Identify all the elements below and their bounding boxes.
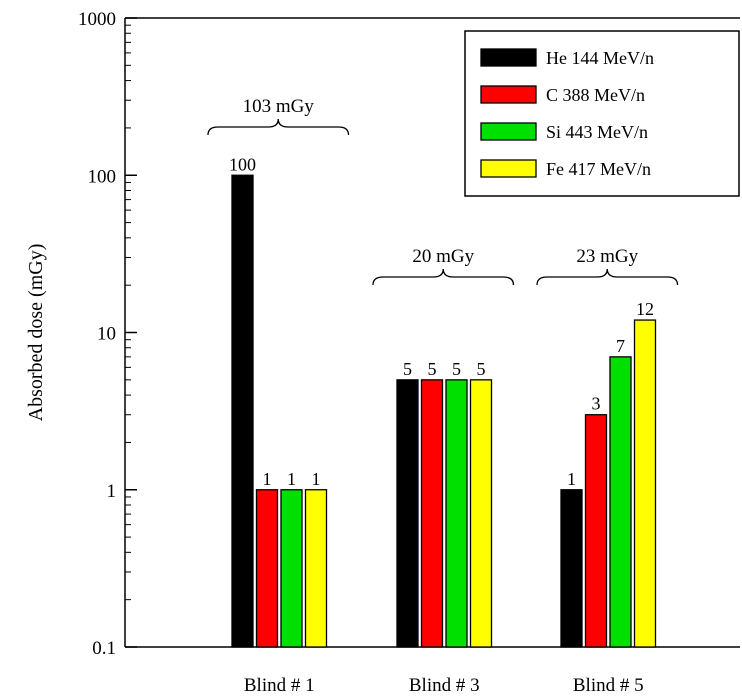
bar-value-label: 12: [636, 299, 654, 319]
group-brace: [536, 268, 679, 286]
bar-value-label: 100: [229, 154, 256, 174]
legend-swatch: [480, 122, 537, 141]
bar: [584, 414, 608, 648]
legend-label: C 388 MeV/n: [546, 85, 645, 105]
y-tick-label: 1: [107, 481, 117, 502]
bar-value-label: 3: [592, 394, 601, 414]
bar-value-label: 1: [567, 469, 576, 489]
x-category-label: Blind # 1: [244, 675, 315, 696]
bar: [609, 356, 632, 648]
bar: [633, 319, 657, 648]
legend: He 144 MeV/n C 388 MeV/n Si 443 MeV/n Fe 41…: [464, 30, 740, 197]
bar: [420, 379, 444, 648]
bar: [445, 379, 468, 648]
y-tick-label: 10: [97, 324, 116, 345]
group-brace: [207, 118, 350, 136]
bar: [560, 489, 583, 648]
x-category-label: Blind # 3: [409, 675, 480, 696]
bar: [469, 379, 493, 648]
y-tick-label: 0.1: [92, 638, 116, 659]
group-brace: [372, 268, 515, 286]
bar-value-label: 5: [452, 359, 461, 379]
legend-swatch: [480, 159, 537, 178]
bar-value-label: 1: [287, 469, 296, 489]
group-total-label: 23 mGy: [576, 246, 638, 267]
bar-value-label: 1: [312, 469, 321, 489]
bar: [280, 489, 303, 648]
legend-label: Fe 417 MeV/n: [546, 159, 651, 179]
bars: [231, 174, 657, 648]
y-tick-label: 100: [88, 166, 117, 187]
bar-value-label: 1: [263, 469, 272, 489]
bar-value-label: 5: [477, 359, 486, 379]
bar: [231, 174, 254, 648]
y-tick-label: 1000: [78, 9, 116, 30]
group-total-label: 103 mGy: [243, 96, 315, 117]
legend-swatch: [480, 85, 537, 104]
axes: 0.1 1 10 100 1000 Absorbed dose (mGy): [25, 9, 740, 659]
legend-label: Si 443 MeV/n: [546, 122, 648, 142]
bar-value-label: 5: [403, 359, 412, 379]
group-braces: 103 mGy 20 mGy 23 mGy: [207, 96, 679, 286]
x-category-label: Blind # 5: [573, 675, 644, 696]
bar: [304, 489, 328, 648]
bar-value-label: 7: [616, 336, 625, 356]
legend-swatch: [480, 48, 537, 67]
y-axis-label: Absorbed dose (mGy): [25, 244, 47, 422]
group-total-label: 20 mGy: [412, 246, 474, 267]
bar-value-label: 5: [428, 359, 437, 379]
bar: [396, 379, 419, 648]
legend-label: He 144 MeV/n: [546, 48, 654, 68]
bar: [255, 489, 279, 648]
